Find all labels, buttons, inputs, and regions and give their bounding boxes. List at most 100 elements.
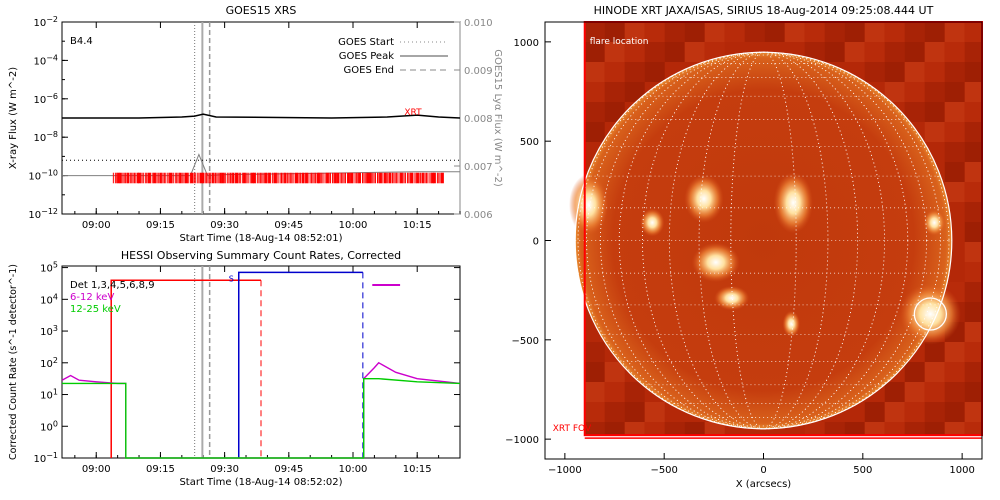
xrt-pixel-block xyxy=(904,402,925,422)
xrt-pixel-block xyxy=(584,62,605,82)
active-region xyxy=(691,242,740,283)
xrt-pixel-block xyxy=(904,62,925,82)
active-region xyxy=(714,285,750,311)
xrt-pixel-block xyxy=(924,62,945,82)
xrt-pixel-block xyxy=(904,362,925,382)
flare-location-circle xyxy=(913,297,948,331)
goes-series-line xyxy=(62,113,461,119)
xrt-x-tick-label: 500 xyxy=(853,465,872,476)
xrt-pixel-block xyxy=(804,42,825,62)
xrt-pixel-block xyxy=(944,422,965,436)
xrt-pixel-block xyxy=(584,362,605,382)
xrt-pixel-block xyxy=(764,22,785,42)
goes-y-tick-label: 10−12 xyxy=(28,207,58,221)
goes-xrt-label: XRT xyxy=(404,108,422,118)
hessi-x-label: Start Time (18-Aug-14 08:52:02) xyxy=(179,477,342,488)
xrt-pixel-block xyxy=(884,42,905,62)
hessi-x-tick-label: 09:00 xyxy=(82,464,111,475)
xrt-pixel-block xyxy=(644,422,665,436)
xrt-pixel-block xyxy=(644,42,665,62)
xrt-pixel-block xyxy=(964,22,983,42)
xrt-pixel-block xyxy=(604,22,625,42)
xrt-pixel-block xyxy=(864,62,885,82)
xrt-pixel-block xyxy=(604,62,625,82)
xrt-pixel-block xyxy=(584,422,605,436)
goes-y2-label: GOES15 Lyα Flux (W m^-2) xyxy=(492,49,503,187)
xrt-pixel-block xyxy=(944,362,965,382)
xrt-pixel-block xyxy=(824,22,845,42)
xrt-pixel-block xyxy=(644,62,665,82)
xrt-pixel-block xyxy=(944,82,965,102)
xrt-pixel-block xyxy=(724,22,745,42)
hessi-y-tick-label: 101 xyxy=(40,388,58,402)
xrt-pixel-block xyxy=(624,422,645,436)
goes-y-tick-label: 10−8 xyxy=(33,130,58,144)
xrt-pixel-block xyxy=(884,82,905,102)
xrt-pixel-block xyxy=(824,422,845,436)
xrt-pixel-block xyxy=(704,22,725,42)
xrt-pixel-block xyxy=(924,102,945,122)
xrt-pixel-block xyxy=(604,102,625,122)
goes-x-tick-label: 10:15 xyxy=(403,220,432,231)
active-region xyxy=(684,174,724,223)
active-region xyxy=(569,174,609,236)
xrt-pixel-block xyxy=(944,382,965,402)
xrt-pixel-block xyxy=(924,42,945,62)
xrt-pixel-block xyxy=(664,422,685,436)
xrt-pixel-block xyxy=(884,382,905,402)
xrt-pixel-block xyxy=(985,302,1000,322)
xrt-pixel-block xyxy=(864,422,885,436)
xrt-pixel-block xyxy=(944,62,965,82)
goes-x-tick-label: 09:45 xyxy=(274,220,303,231)
xrt-pixel-block xyxy=(944,22,965,42)
xrt-pixel-block xyxy=(985,182,1000,202)
xrt-pixel-block xyxy=(664,22,685,42)
xrt-pixel-block xyxy=(944,42,965,62)
xrt-pixel-block xyxy=(904,82,925,102)
goes-y-tick-label: 10−6 xyxy=(33,92,58,106)
goes-y-label: X-ray Flux (W m^-2) xyxy=(8,67,19,169)
hessi-saa-label: S xyxy=(229,274,234,283)
xrt-pixel-block xyxy=(864,402,885,422)
xrt-pixel-block xyxy=(584,382,605,402)
xrt-pixel-block xyxy=(864,22,885,42)
hessi-legend-label: 12-25 keV xyxy=(70,304,121,315)
xrt-pixel-block xyxy=(904,422,925,436)
active-region xyxy=(923,209,946,236)
xrt-pixel-block xyxy=(904,42,925,62)
xrt-pixel-block xyxy=(684,22,705,42)
hessi-x-tick-label: 09:45 xyxy=(274,464,303,475)
xrt-pixel-block xyxy=(684,42,705,62)
hessi-y-tick-label: 10−1 xyxy=(33,451,58,465)
hessi-legend-label: Det 1,3,4,5,6,8,9 xyxy=(70,280,155,291)
xrt-pixel-block xyxy=(584,342,605,362)
xrt-pixel-block xyxy=(964,242,983,262)
xrt-pixel-block xyxy=(824,42,845,62)
xrt-fov-label: XRT FOV xyxy=(553,424,592,434)
xrt-pixel-block xyxy=(624,62,645,82)
xrt-pixel-block xyxy=(604,362,625,382)
xrt-pixel-block xyxy=(864,42,885,62)
goes-class-label: B4.4 xyxy=(70,36,93,47)
xrt-pixel-block xyxy=(964,102,983,122)
goes-x-label: Start Time (18-Aug-14 08:52:01) xyxy=(179,233,342,244)
xrt-pixel-block xyxy=(985,162,1000,182)
xrt-pixel-block xyxy=(964,62,983,82)
xrt-pixel-block xyxy=(604,82,625,102)
xrt-pixel-block xyxy=(584,42,605,62)
xrt-pixel-block xyxy=(985,82,1000,102)
goes-legend-label: GOES Peak xyxy=(339,51,394,62)
active-region xyxy=(782,310,801,338)
hessi-x-tick-label: 10:15 xyxy=(403,464,432,475)
xrt-pixel-block xyxy=(985,22,1000,42)
goes-legend-label: GOES Start xyxy=(338,37,394,48)
xrt-pixel-block xyxy=(964,322,983,342)
xrt-pixel-block xyxy=(924,362,945,382)
xrt-y-tick-label: −1000 xyxy=(505,435,539,446)
xrt-pixel-block xyxy=(964,202,983,222)
xrt-pixel-block xyxy=(624,382,645,402)
xrt-y-tick-label: 0 xyxy=(533,237,539,248)
xrt-pixel-block xyxy=(944,162,965,182)
xrt-pixel-block xyxy=(964,302,983,322)
